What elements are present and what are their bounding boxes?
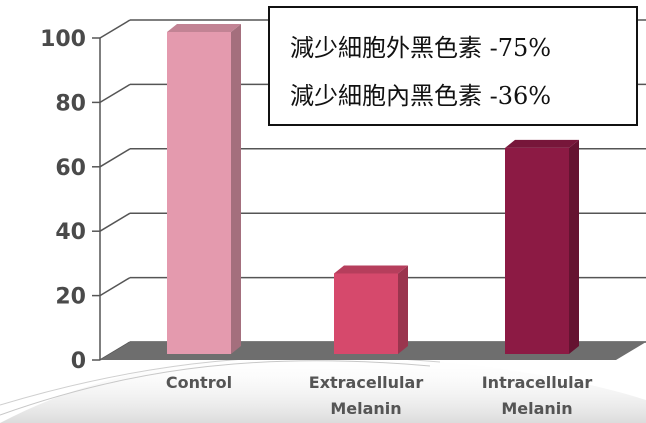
bars-group <box>167 24 579 354</box>
x-category-label: Melanin <box>501 399 572 418</box>
bar-1 <box>167 24 241 354</box>
y-axis-ticks: 0 20 40 60 80 100 <box>40 27 101 374</box>
grid-depth-line <box>99 276 131 297</box>
y-tick-label: 100 <box>40 27 86 52</box>
grid-depth-line <box>99 148 131 168</box>
y-tick-label: 40 <box>55 220 86 245</box>
bar-top <box>505 139 579 148</box>
legend-box: 減少細胞外黑色素 -75% 減少細胞內黑色素 -36% <box>268 6 638 126</box>
legend-line-extracellular: 減少細胞外黑色素 -75% <box>290 34 552 62</box>
y-tick-label: 20 <box>55 285 86 310</box>
bar-front <box>167 32 231 354</box>
bar-2 <box>334 265 408 354</box>
bar-3 <box>505 139 579 354</box>
x-category-label: Intracellular <box>482 373 593 392</box>
grid-depth-line <box>99 212 131 232</box>
x-axis-labels: Control Extracellular Melanin Intracellular… <box>166 373 592 418</box>
bar-top <box>334 265 408 274</box>
bar-top <box>167 24 241 32</box>
bar-side <box>569 139 579 354</box>
bar-side <box>398 265 408 354</box>
bar-front <box>334 273 398 354</box>
legend-line-intracellular: 減少細胞內黑色素 -36% <box>290 82 552 110</box>
y-tick-label: 60 <box>55 156 86 181</box>
y-tick-label: 0 <box>71 349 86 374</box>
x-category-label: Control <box>166 373 232 392</box>
grid-depth-line <box>99 83 131 104</box>
x-category-label: Melanin <box>330 399 401 418</box>
y-tick-label: 80 <box>55 91 86 116</box>
x-category-label: Extracellular <box>309 373 424 392</box>
bar-side <box>231 24 241 354</box>
grid-depth-line <box>99 19 131 39</box>
background-texture <box>0 354 646 423</box>
bar-front <box>505 147 569 354</box>
